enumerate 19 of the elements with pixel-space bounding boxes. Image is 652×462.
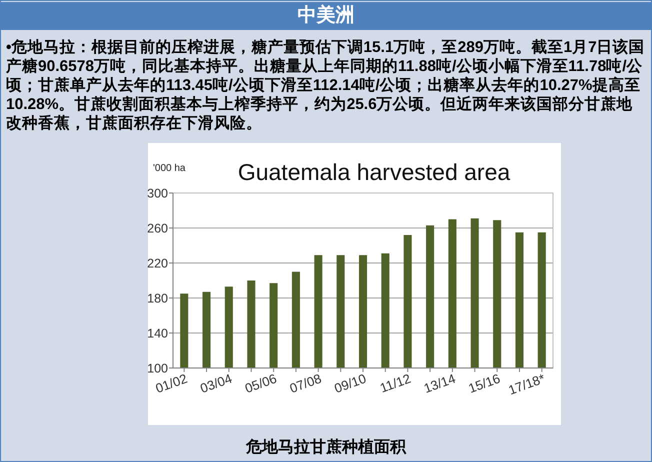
y-tick-label: 300 (147, 186, 168, 200)
x-tick-label: 17/18* (506, 370, 547, 398)
x-tick-label: 11/12 (378, 370, 413, 396)
y-tick-label: 100 (147, 361, 168, 376)
x-tick-label: 05/06 (242, 370, 279, 396)
text: 中美洲 (1, 2, 651, 30)
y-axis-title: '000 ha (153, 163, 186, 174)
y-tick-label: 260 (147, 221, 168, 236)
text: 危地马拉甘蔗种植面积 (244, 438, 408, 458)
y-tick-label: 180 (147, 291, 168, 306)
x-tick-label: 09/10 (332, 370, 368, 396)
x-tick-label: 07/08 (288, 370, 324, 396)
y-tick-label: 220 (147, 256, 168, 270)
x-tick-label: 03/04 (198, 370, 234, 396)
text: •危地马拉：根据目前的压榨进展，糖产量预估下调15.1万吨，至289万吨。截至1月7日该国产糖90.6578万吨，同比基本持平。出糖量从上年同期的11.88吨/公顷小幅下滑至11.78吨/公顷；甘蔗单产从去年的113.45吨/公顷下滑至112.14吨/公顷；出糖率从去年的10.27%提高至10.28%。甘蔗收割面积基本与上榨季持平，约为25.6万公顷。但近两年来该国部分甘蔗地改种香蕉，甘蔗面积存在下滑风险。 (6, 38, 646, 133)
chart-title: Guatemala harvested area (238, 159, 510, 185)
y-tick-label: 140 (147, 326, 168, 340)
x-tick-label: 15/16 (466, 370, 502, 396)
x-tick-label: 13/14 (422, 370, 458, 396)
